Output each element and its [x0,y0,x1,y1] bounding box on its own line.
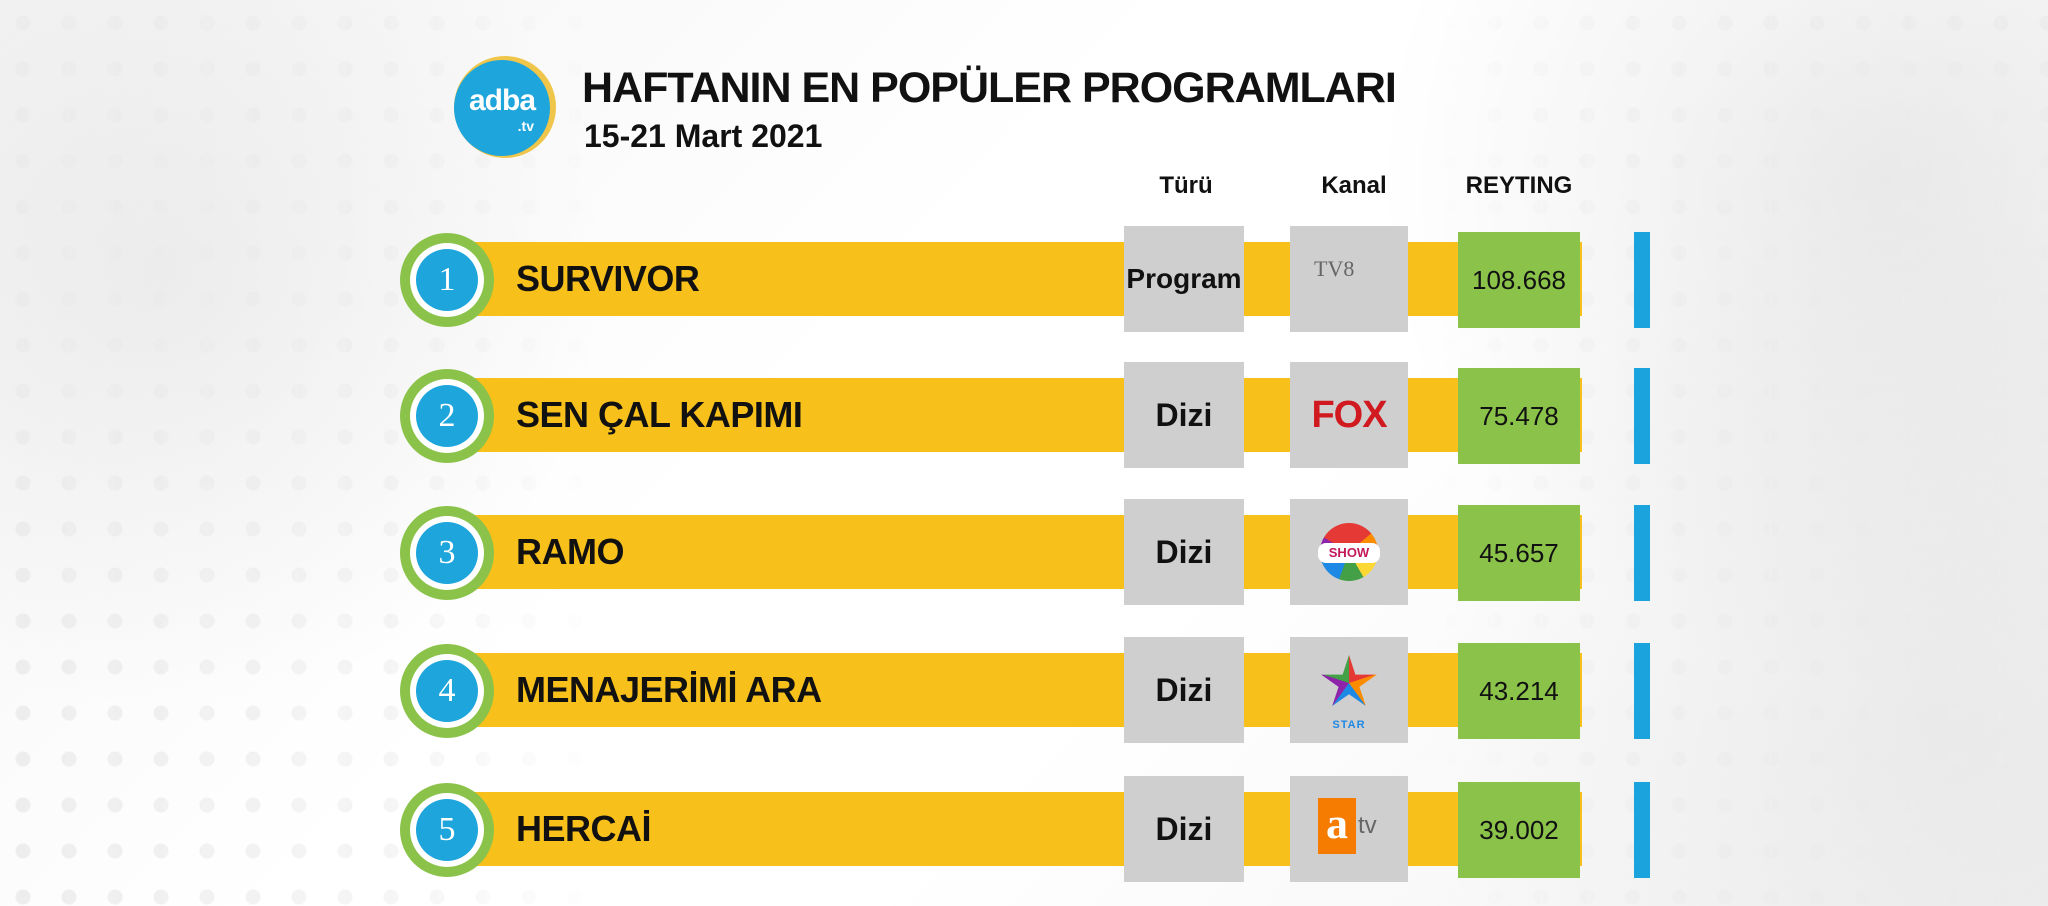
program-type: Dizi [1155,672,1213,708]
rank-number: 5 [416,799,478,861]
channel-cell: FOX [1290,362,1408,468]
program-type: Dizi [1155,811,1213,847]
row-accent [1634,505,1650,601]
program-name: MENAJERİMİ ARA [516,669,822,710]
rank-badge: 5 [400,783,494,877]
row-accent [1634,782,1650,878]
rating-cell: 45.657 [1458,505,1580,601]
program-name: HERCAİ [516,808,652,849]
atv-logo-icon: a tv [1290,776,1408,882]
rank-badge: 1 [400,233,494,327]
channel-name: SHOW [1318,543,1380,563]
type-cell: Dizi [1124,776,1244,882]
rating-cell: 75.478 [1458,368,1580,464]
type-cell: Dizi [1124,499,1244,605]
rank-badge: 2 [400,369,494,463]
adba-logo-circle: adba .tv [454,60,550,156]
star-logo-icon: STAR [1290,637,1408,743]
rank-number: 4 [416,660,478,722]
ranking-row: 3 RAMO Dizi SHOW 45.657 [400,499,1652,605]
logo-text: adba [468,84,536,117]
column-header-type: Türü [1159,172,1213,199]
column-header-channel: Kanal [1321,172,1387,199]
program-name: RAMO [516,531,625,572]
channel-name: STAR [1332,719,1366,731]
channel-cell: STAR [1290,637,1408,743]
channel-name: FOX [1311,394,1387,436]
page-title: HAFTANIN EN POPÜLER PROGRAMLARI [582,64,1397,112]
rating-value: 43.214 [1479,676,1559,706]
rating-value: 39.002 [1479,815,1559,845]
rank-badge: 4 [400,644,494,738]
rating-cell: 108.668 [1458,232,1580,328]
row-accent [1634,643,1650,739]
ranking-row: 4 MENAJERİMİ ARA Dizi STAR 43.214 [400,637,1652,743]
page-subtitle: 15-21 Mart 2021 [584,118,823,154]
channel-cell: a tv [1290,776,1408,882]
ranking-row: 5 HERCAİ Dizi a tv 39.002 [400,776,1652,882]
ranking-row: 1 SURVIVOR Program TV8 108.668 [400,226,1652,332]
channel-cell: TV8 [1290,226,1408,332]
rank-number: 3 [416,522,478,584]
rank-badge: 3 [400,506,494,600]
program-name: SEN ÇAL KAPIMI [516,394,803,435]
rank-number: 1 [416,249,478,311]
rating-cell: 39.002 [1458,782,1580,878]
rating-value: 45.657 [1479,538,1559,568]
rating-value: 108.668 [1472,265,1566,295]
channel-cell: SHOW [1290,499,1408,605]
star-shape [1321,655,1377,706]
ranking-row: 2 SEN ÇAL KAPIMI Dizi FOX 75.478 [400,362,1652,468]
program-type: Dizi [1155,397,1213,433]
atv-tv-mark: tv [1358,812,1377,839]
type-cell: Dizi [1124,362,1244,468]
program-type: Program [1126,263,1242,294]
fox-logo-icon: FOX [1290,362,1408,468]
atv-a-mark: a [1318,798,1356,854]
logo-subtext: .tv [517,118,534,134]
rating-cell: 43.214 [1458,643,1580,739]
program-name: SURVIVOR [516,258,700,299]
adba-logo: adba .tv [454,56,556,158]
tv8-logo-icon: TV8 [1290,226,1408,332]
channel-name: TV8 [1314,256,1355,281]
type-cell: Dizi [1124,637,1244,743]
row-accent [1634,368,1650,464]
rank-number: 2 [416,385,478,447]
rating-value: 75.478 [1479,401,1559,431]
show-logo-icon: SHOW [1290,499,1408,605]
type-cell: Program [1124,226,1244,332]
program-type: Dizi [1155,534,1213,570]
row-accent [1634,232,1650,328]
column-header-rating: REYTING [1465,172,1573,199]
